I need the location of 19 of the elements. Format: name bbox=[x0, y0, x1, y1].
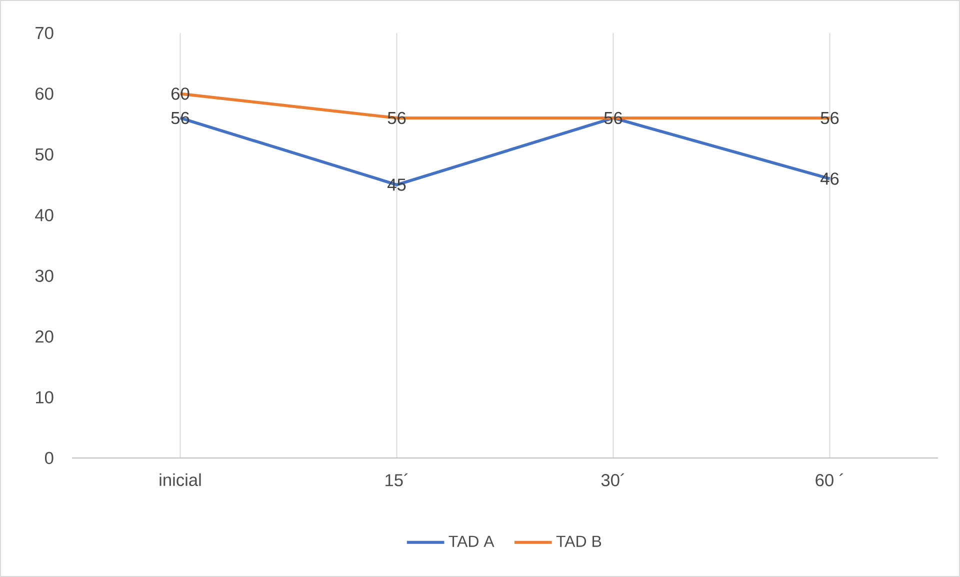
y-tick-label: 0 bbox=[44, 452, 54, 464]
y-tick-label: 50 bbox=[35, 148, 54, 161]
y-tick-label: 40 bbox=[35, 208, 54, 222]
legend-label: TAD A bbox=[448, 536, 494, 547]
x-tick-label: inicial bbox=[160, 473, 201, 486]
data-label: 56 bbox=[820, 112, 839, 124]
y-tick-label: 30 bbox=[35, 270, 54, 282]
y-tick-label: 20 bbox=[36, 330, 54, 343]
x-tick-label: 30´ bbox=[601, 473, 624, 486]
y-tick-label: 10 bbox=[36, 391, 54, 404]
y-tick-label: 60 bbox=[36, 88, 54, 100]
data-label: 60 bbox=[171, 88, 190, 100]
data-label: 46 bbox=[820, 172, 839, 185]
x-tick-label: 60 ´ bbox=[816, 473, 844, 486]
x-tick-label: 15´ bbox=[386, 473, 408, 486]
legend-label: TAD B bbox=[556, 536, 602, 547]
data-label: 56 bbox=[171, 112, 190, 124]
y-tick-label: 70 bbox=[36, 26, 54, 40]
data-label: 56 bbox=[388, 112, 406, 124]
